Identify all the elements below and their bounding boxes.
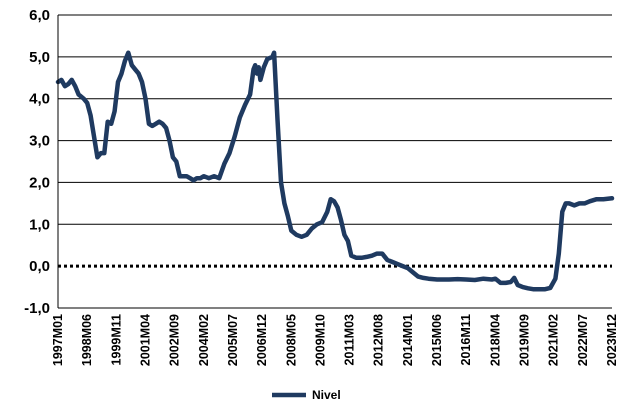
x-tick-label: 2016M11 <box>459 314 473 365</box>
y-tick-label: 5,0 <box>29 49 50 66</box>
y-tick-label: 1,0 <box>29 216 50 233</box>
x-tick-label: 2005M07 <box>226 314 240 366</box>
x-tick-label: 2009M10 <box>313 314 327 366</box>
x-tick-label: 2011M03 <box>343 314 357 365</box>
y-tick-label: 6,0 <box>29 7 50 24</box>
x-tick-label: 1998M06 <box>80 314 94 366</box>
x-tick-label: 2014M01 <box>401 314 415 366</box>
y-tick-label: 4,0 <box>29 91 50 108</box>
x-tick-label: 2008M05 <box>284 314 298 366</box>
grid-lines <box>58 14 612 309</box>
x-tick-label: 2006M12 <box>255 314 269 366</box>
y-tick-label: -1,0 <box>24 300 50 317</box>
y-tick-label: 3,0 <box>29 133 50 150</box>
x-tick-label: 2018M04 <box>488 314 502 366</box>
x-tick-label: 1999M11 <box>109 314 123 365</box>
x-tick-label: 2012M08 <box>372 314 386 366</box>
x-tick-label: 2019M09 <box>518 314 532 366</box>
y-tick-label: 0,0 <box>29 258 50 275</box>
x-tick-label: 2002M09 <box>168 314 182 366</box>
x-tick-label: 2004M02 <box>197 314 211 366</box>
x-tick-label: 1997M01 <box>51 314 65 366</box>
y-axis-ticks: -1,0 0,0 1,0 2,0 3,0 4,0 5,0 6,0 <box>24 7 50 317</box>
legend: Nivel <box>272 388 341 402</box>
x-tick-label: 2021M02 <box>547 314 561 366</box>
legend-label-nivel: Nivel <box>312 388 341 402</box>
series-line-nivel <box>55 50 615 292</box>
x-axis-ticks: 1997M01 1998M06 1999M11 2001M04 2002M09 2004M… <box>51 314 619 366</box>
x-tick-label: 2023M12 <box>605 314 619 366</box>
x-tick-label: 2001M04 <box>138 314 152 366</box>
x-tick-label: 2015M06 <box>430 314 444 366</box>
x-tick-label: 2022M07 <box>576 314 590 366</box>
y-tick-label: 2,0 <box>29 174 50 191</box>
